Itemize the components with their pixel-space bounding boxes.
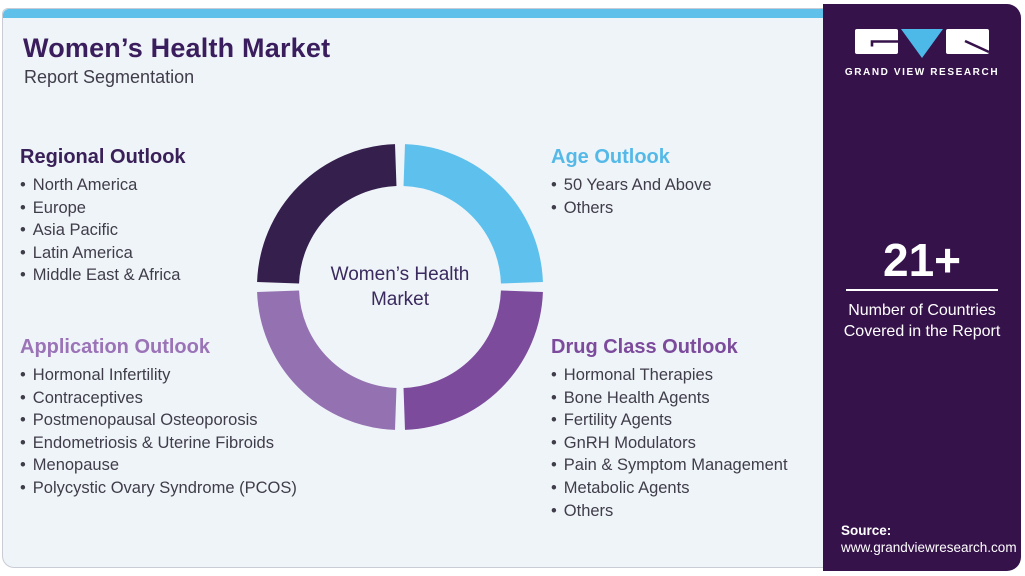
section-drug-class-outlook: Drug Class Outlook Hormonal Therapies Bo… [551, 336, 788, 522]
section-heading-application: Application Outlook [20, 336, 210, 358]
age-list: 50 Years And Above Others [551, 174, 712, 219]
list-item: 50 Years And Above [551, 174, 712, 197]
drug-class-list: Hormonal Therapies Bone Health Agents Fe… [551, 364, 788, 522]
logo-letter-v-icon [901, 29, 943, 58]
brand-sidebar: GRAND VIEW RESEARCH 21+ Number of Countr… [823, 4, 1021, 571]
list-item: North America [20, 174, 186, 197]
section-heading-drug-class: Drug Class Outlook [551, 336, 738, 358]
section-heading-regional: Regional Outlook [20, 146, 186, 168]
list-item: Asia Pacific [20, 219, 186, 242]
donut-segment-application [257, 289, 398, 430]
source-label: Source: [841, 523, 892, 538]
donut-segment-drug-class [402, 289, 543, 430]
list-item: Hormonal Infertility [20, 364, 297, 387]
brand-name: GRAND VIEW RESEARCH [844, 67, 1000, 78]
list-item: Middle East & Africa [20, 264, 186, 287]
list-item: Others [551, 197, 712, 220]
section-heading-age: Age Outlook [551, 146, 670, 168]
source-block: Source: www.grandviewresearch.com [841, 522, 1017, 556]
source-url: www.grandviewresearch.com [841, 540, 1017, 555]
countries-stat: 21+ Number of Countries Covered in the R… [823, 234, 1021, 342]
logo-letter-g-icon [855, 29, 898, 54]
regional-list: North America Europe Asia Pacific Latin … [20, 174, 186, 287]
list-item: Contraceptives [20, 387, 297, 410]
donut-svg [257, 144, 543, 430]
section-age-outlook: Age Outlook 50 Years And Above Others [551, 146, 712, 219]
donut-segment-age [402, 144, 543, 285]
top-accent-bar [3, 9, 823, 18]
gvr-logo: GRAND VIEW RESEARCH [823, 29, 1021, 78]
list-item: Pain & Symptom Management [551, 454, 788, 477]
list-item: Others [551, 500, 788, 523]
list-item: Hormonal Therapies [551, 364, 788, 387]
application-list: Hormonal Infertility Contraceptives Post… [20, 364, 297, 500]
list-item: Metabolic Agents [551, 477, 788, 500]
list-item: Endometriosis & Uterine Fibroids [20, 432, 297, 455]
page-title: Women’s Health Market [23, 33, 331, 63]
page-subtitle: Report Segmentation [24, 67, 195, 87]
list-item: Fertility Agents [551, 409, 788, 432]
list-item: Bone Health Agents [551, 387, 788, 410]
stat-divider [846, 289, 998, 291]
stat-caption: Number of Countries Covered in the Repor… [843, 302, 1001, 340]
section-regional-outlook: Regional Outlook North America Europe As… [20, 146, 186, 287]
list-item: Polycystic Ovary Syndrome (PCOS) [20, 477, 297, 500]
list-item: GnRH Modulators [551, 432, 788, 455]
gvr-logo-icon [823, 29, 1021, 59]
list-item: Europe [20, 197, 186, 220]
logo-letter-r-icon [946, 29, 989, 54]
list-item: Menopause [20, 454, 297, 477]
donut-chart [250, 137, 550, 437]
donut-center-label: Women’s Health Market [330, 264, 470, 310]
list-item: Postmenopausal Osteoporosis [20, 409, 297, 432]
stat-value: 21+ [882, 234, 962, 286]
section-application-outlook: Application Outlook Hormonal Infertility… [20, 336, 297, 500]
list-item: Latin America [20, 242, 186, 265]
donut-segment-regional [257, 144, 398, 285]
